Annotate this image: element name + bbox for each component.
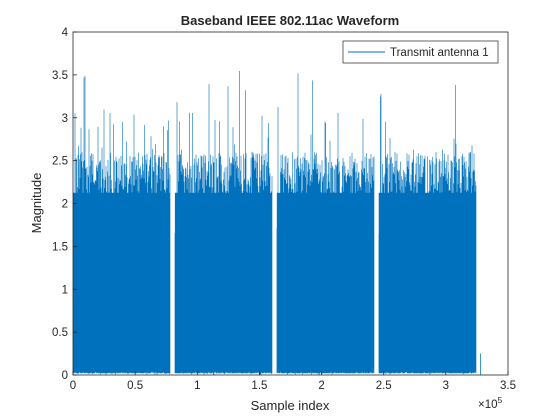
x-tick-label: 3.5 xyxy=(500,380,516,392)
legend-box xyxy=(342,40,499,64)
y-tick-label: 2 xyxy=(62,199,68,211)
y-axis-ticks: 0 0.5 1 1.5 2 2.5 3 3.5 4 xyxy=(52,27,77,382)
packet-spikes xyxy=(276,73,375,375)
legend-entry-transmit-antenna-1: Transmit antenna 1 xyxy=(390,47,489,59)
y-tick-label: 2.5 xyxy=(52,156,68,168)
x-axis-label: Sample index xyxy=(251,398,330,413)
y-tick-label: 0.5 xyxy=(52,327,68,339)
chart-title: Baseband IEEE 802.11ac Waveform xyxy=(181,13,399,28)
y-tick-label: 3.5 xyxy=(52,70,68,82)
y-tick-label: 1 xyxy=(62,284,68,296)
y-tick-label: 4 xyxy=(62,27,69,39)
y-axis-label: Magnitude xyxy=(29,173,44,234)
y-tick-label: 1.5 xyxy=(52,241,68,253)
x-tick-label: 0.5 xyxy=(127,380,143,392)
x-tick-label: 2.5 xyxy=(376,380,392,392)
x-tick-label: 0 xyxy=(70,380,76,392)
packet-burst-3 xyxy=(276,73,375,375)
x-tick-label: 2 xyxy=(318,380,324,392)
y-tick-label: 3 xyxy=(62,113,68,125)
x-tick-label: 1 xyxy=(194,380,200,392)
y-tick-label: 0 xyxy=(62,370,68,382)
x-axis-ticks: 0 0.5 1 1.5 2 2.5 3 3.5 xyxy=(70,371,516,392)
plot-area xyxy=(72,31,509,376)
waveform-series xyxy=(73,71,482,375)
packet-burst-4 xyxy=(378,85,477,375)
packet-burst-1 xyxy=(73,76,171,375)
x-tick-label: 3 xyxy=(443,380,449,392)
packet-spikes xyxy=(174,71,273,375)
packet-burst-2 xyxy=(174,71,273,375)
x-axis-exponent: ×105 xyxy=(478,395,503,411)
x-tick-label: 1.5 xyxy=(251,380,267,392)
packet-spikes xyxy=(73,76,171,375)
packet-spikes xyxy=(378,85,477,375)
legend: Transmit antenna 1 xyxy=(342,40,499,64)
